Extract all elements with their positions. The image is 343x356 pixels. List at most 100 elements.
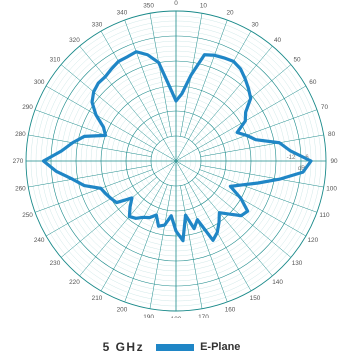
- grid-spoke: [149, 13, 172, 137]
- data-point: [83, 135, 86, 138]
- legend-series-name: E-Plane: [200, 341, 241, 353]
- grid-spoke: [184, 184, 228, 303]
- grid-spoke: [191, 45, 273, 143]
- angle-tick-label: 100: [326, 186, 337, 193]
- angle-tick-label: 210: [92, 295, 103, 302]
- frequency-label: 5 GHz: [102, 340, 145, 354]
- angle-tick-label: 90: [330, 158, 338, 165]
- data-point: [110, 67, 113, 70]
- data-point: [203, 53, 206, 56]
- grid-spoke: [28, 165, 152, 188]
- data-point: [99, 187, 102, 190]
- data-point: [213, 54, 216, 57]
- angle-tick-label: 320: [69, 37, 80, 44]
- grid-spoke: [34, 109, 153, 153]
- data-point: [196, 218, 199, 221]
- data-point: [257, 182, 259, 184]
- data-point: [91, 101, 93, 104]
- data-point: [240, 197, 242, 200]
- grid-spoke: [194, 64, 292, 146]
- data-point: [193, 227, 196, 230]
- data-point: [229, 185, 232, 188]
- grid-spoke: [100, 30, 177, 162]
- angle-tick-label: 270: [13, 158, 24, 165]
- grid-spoke: [191, 179, 273, 277]
- data-point: [104, 134, 107, 137]
- grid-spoke: [180, 185, 203, 309]
- angle-tick-label: 340: [117, 10, 128, 17]
- data-point: [245, 134, 248, 137]
- angle-tick-label: 110: [319, 212, 330, 219]
- data-point: [175, 230, 177, 232]
- grid-spoke: [175, 30, 252, 162]
- data-point: [110, 197, 112, 200]
- grid-spoke: [34, 169, 153, 213]
- data-point: [131, 197, 133, 199]
- data-point: [134, 217, 137, 220]
- angle-tick-label: 80: [328, 131, 336, 138]
- angle-tick-label: 260: [15, 186, 26, 193]
- angle-tick-label: 130: [292, 260, 303, 267]
- data-point: [184, 214, 187, 217]
- data-point: [129, 206, 131, 208]
- legend-swatch: [156, 343, 195, 351]
- angle-tick-label: 50: [293, 57, 301, 64]
- series-layer: [41, 50, 313, 243]
- data-point: [239, 67, 242, 70]
- data-point: [278, 141, 281, 144]
- angle-tick-label: 290: [22, 104, 33, 111]
- data-point: [71, 178, 74, 181]
- data-point: [240, 184, 243, 186]
- grid-spoke: [200, 165, 324, 188]
- angle-tick-label: 280: [15, 131, 26, 138]
- data-point: [244, 120, 247, 122]
- grid-spoke: [124, 184, 168, 303]
- legend: 5 GHz E-Plane: [0, 338, 343, 356]
- data-point: [163, 224, 166, 226]
- data-point: [247, 87, 250, 90]
- angle-tick-label: 350: [143, 3, 154, 10]
- data-point: [97, 82, 100, 85]
- data-point: [94, 113, 97, 116]
- data-point: [71, 141, 74, 144]
- grid-spoke: [60, 64, 158, 146]
- grid-spoke: [60, 176, 158, 258]
- grid-spoke: [100, 160, 177, 292]
- data-point: [232, 60, 235, 63]
- angle-tick-label: 60: [309, 79, 317, 86]
- angle-tick-label: 240: [34, 237, 45, 244]
- data-point: [180, 92, 183, 95]
- angle-tick-label: 0: [174, 0, 178, 7]
- angle-tick-label: 310: [50, 57, 61, 64]
- data-point: [155, 214, 158, 216]
- data-point: [254, 138, 257, 141]
- grid-spoke: [200, 134, 324, 157]
- data-point: [92, 91, 95, 93]
- data-point: [157, 61, 160, 64]
- data-point: [218, 211, 221, 214]
- data-point: [83, 184, 86, 187]
- data-point: [168, 85, 171, 88]
- radial-tick-label: -12: [287, 155, 296, 161]
- data-point: [117, 60, 120, 63]
- grid-spoke: [199, 169, 318, 213]
- data-point: [102, 126, 105, 129]
- polar-chart: 0 10 20 30 40 50 60 70 80 90 100 110 120 130 140 150 160…: [13, 0, 338, 318]
- angle-tick-label: 120: [307, 237, 318, 244]
- angle-tick-label: 140: [272, 279, 283, 286]
- data-point: [216, 231, 219, 234]
- data-point: [142, 216, 145, 219]
- data-point: [128, 215, 131, 218]
- grid-spoke: [199, 109, 318, 153]
- angle-tick-label: 160: [225, 307, 236, 314]
- data-point: [244, 111, 247, 114]
- data-point: [249, 97, 252, 100]
- data-point: [278, 178, 281, 181]
- angle-tick-label: 150: [250, 295, 261, 302]
- angle-tick-label: 200: [117, 307, 128, 314]
- angle-tick-label: 10: [200, 3, 208, 10]
- data-point: [104, 192, 107, 195]
- angle-tick-label: 180: [171, 316, 182, 318]
- data-point: [170, 214, 173, 217]
- data-point: [244, 77, 247, 80]
